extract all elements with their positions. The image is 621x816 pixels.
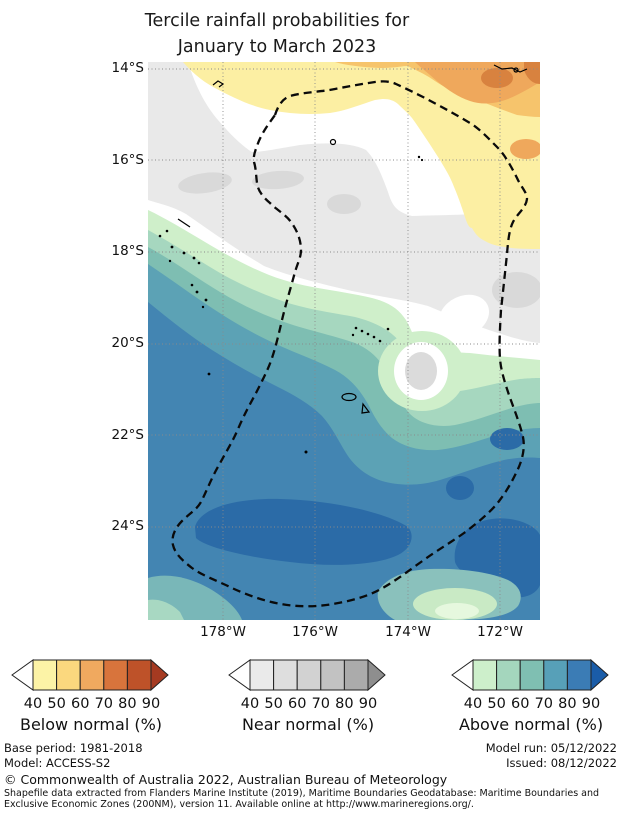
- below-box-60: [79, 659, 105, 691]
- below-left-arrow: [11, 659, 34, 691]
- near-box-70: [320, 659, 345, 691]
- legend-below-normal: 40 50 60 70 80 90 Below normal (%): [11, 658, 169, 734]
- svg-text:60: 60: [288, 696, 306, 712]
- shapefile-attribution-line2: Exclusive Economic Zones (200NM), versio…: [4, 799, 474, 810]
- near-box-80: [343, 659, 369, 691]
- shapefile-attribution-line1: Shapefile data extracted from Flanders M…: [4, 788, 600, 799]
- above-box-50: [496, 659, 521, 691]
- svg-text:60: 60: [511, 696, 529, 712]
- above-normal-dark-blob-central: [195, 498, 412, 565]
- svg-text:70: 70: [535, 696, 553, 712]
- lat-label-22s: 22°S: [111, 427, 145, 443]
- above-normal-dark-blob: [490, 428, 524, 450]
- svg-text:40: 40: [241, 696, 259, 712]
- lat-label-20s: 20°S: [111, 335, 145, 351]
- model-text: Model: ACCESS-S2: [4, 756, 111, 770]
- above-box-60: [519, 659, 545, 691]
- svg-text:90: 90: [582, 696, 600, 712]
- below-normal-dark-orange-blob: [481, 68, 513, 88]
- lon-label-178w: 178°W: [200, 624, 246, 640]
- svg-text:50: 50: [487, 696, 505, 712]
- below-normal-yellow-region: [183, 62, 540, 249]
- near-right-arrow: [367, 658, 386, 692]
- above-ticks: 40 50 60 70 80 90: [464, 696, 600, 712]
- below-box-40: [32, 659, 58, 691]
- svg-text:80: 80: [335, 696, 353, 712]
- svg-text:90: 90: [359, 696, 377, 712]
- gray-patch: [178, 172, 232, 194]
- model-run-text: Model run: 05/12/2022: [485, 741, 617, 755]
- svg-text:60: 60: [71, 696, 89, 712]
- near-left-arrow: [228, 659, 251, 691]
- graticule: [148, 62, 540, 620]
- lat-label-24s: 24°S: [111, 518, 145, 534]
- white-indent: [438, 294, 490, 338]
- below-box-70: [103, 659, 128, 691]
- below-normal-label: Below normal (%): [20, 715, 162, 734]
- bottom-right-mint: [435, 603, 479, 619]
- near-box-60: [296, 659, 322, 691]
- above-box-70: [543, 659, 568, 691]
- gray-pocket: [405, 352, 437, 390]
- svg-text:70: 70: [95, 696, 113, 712]
- legend-above-normal: 40 50 60 70 80 90 Above normal (%): [451, 658, 609, 734]
- lat-label-16s: 16°S: [111, 152, 145, 168]
- gray-patch: [327, 194, 361, 214]
- below-normal-dark-orange-corner: [524, 62, 540, 84]
- below-right-arrow: [150, 658, 169, 692]
- lon-label-172w: 172°W: [477, 624, 523, 640]
- svg-text:90: 90: [142, 696, 160, 712]
- above-left-arrow: [451, 659, 474, 691]
- lon-label-176w: 176°W: [292, 624, 338, 640]
- svg-text:50: 50: [264, 696, 282, 712]
- near-box-50: [273, 659, 298, 691]
- above-normal-label: Above normal (%): [459, 715, 603, 734]
- base-period-text: Base period: 1981-2018: [4, 741, 143, 755]
- below-box-80: [126, 659, 152, 691]
- svg-text:40: 40: [464, 696, 482, 712]
- above-normal-dark-blob: [446, 476, 474, 500]
- page-title: Tercile rainfall probabilities for Janua…: [0, 8, 554, 60]
- copyright-text: © Commonwealth of Australia 2022, Austra…: [4, 772, 448, 787]
- above-box-80: [566, 659, 592, 691]
- svg-text:80: 80: [118, 696, 136, 712]
- near-ticks: 40 50 60 70 80 90: [241, 696, 377, 712]
- gray-patch: [252, 170, 304, 190]
- rainfall-probability-map: [148, 62, 540, 620]
- island-dots: [158, 155, 424, 454]
- lat-label-14s: 14°S: [111, 60, 145, 76]
- title-line-1: Tercile rainfall probabilities for: [144, 11, 410, 31]
- eez-dashed-boundary: [171, 80, 529, 608]
- svg-text:50: 50: [47, 696, 65, 712]
- near-normal-label: Near normal (%): [242, 715, 374, 734]
- svg-text:80: 80: [558, 696, 576, 712]
- lat-label-18s: 18°S: [111, 243, 145, 259]
- legend-near-normal: 40 50 60 70 80 90 Near normal (%): [228, 658, 386, 734]
- svg-text:70: 70: [312, 696, 330, 712]
- above-box-40: [472, 659, 498, 691]
- issued-text: Issued: 08/12/2022: [506, 756, 617, 770]
- below-ticks: 40 50 60 70 80 90: [24, 696, 160, 712]
- svg-text:40: 40: [24, 696, 42, 712]
- near-box-40: [249, 659, 275, 691]
- below-box-50: [56, 659, 81, 691]
- bottom-left-light-green: [148, 599, 184, 620]
- below-normal-orange-blob: [510, 139, 540, 159]
- island-coastlines: [177, 64, 528, 414]
- above-right-arrow: [590, 658, 609, 692]
- lon-label-174w: 174°W: [385, 624, 431, 640]
- title-line-2: January to March 2023: [177, 37, 377, 57]
- gray-patch: [492, 272, 540, 308]
